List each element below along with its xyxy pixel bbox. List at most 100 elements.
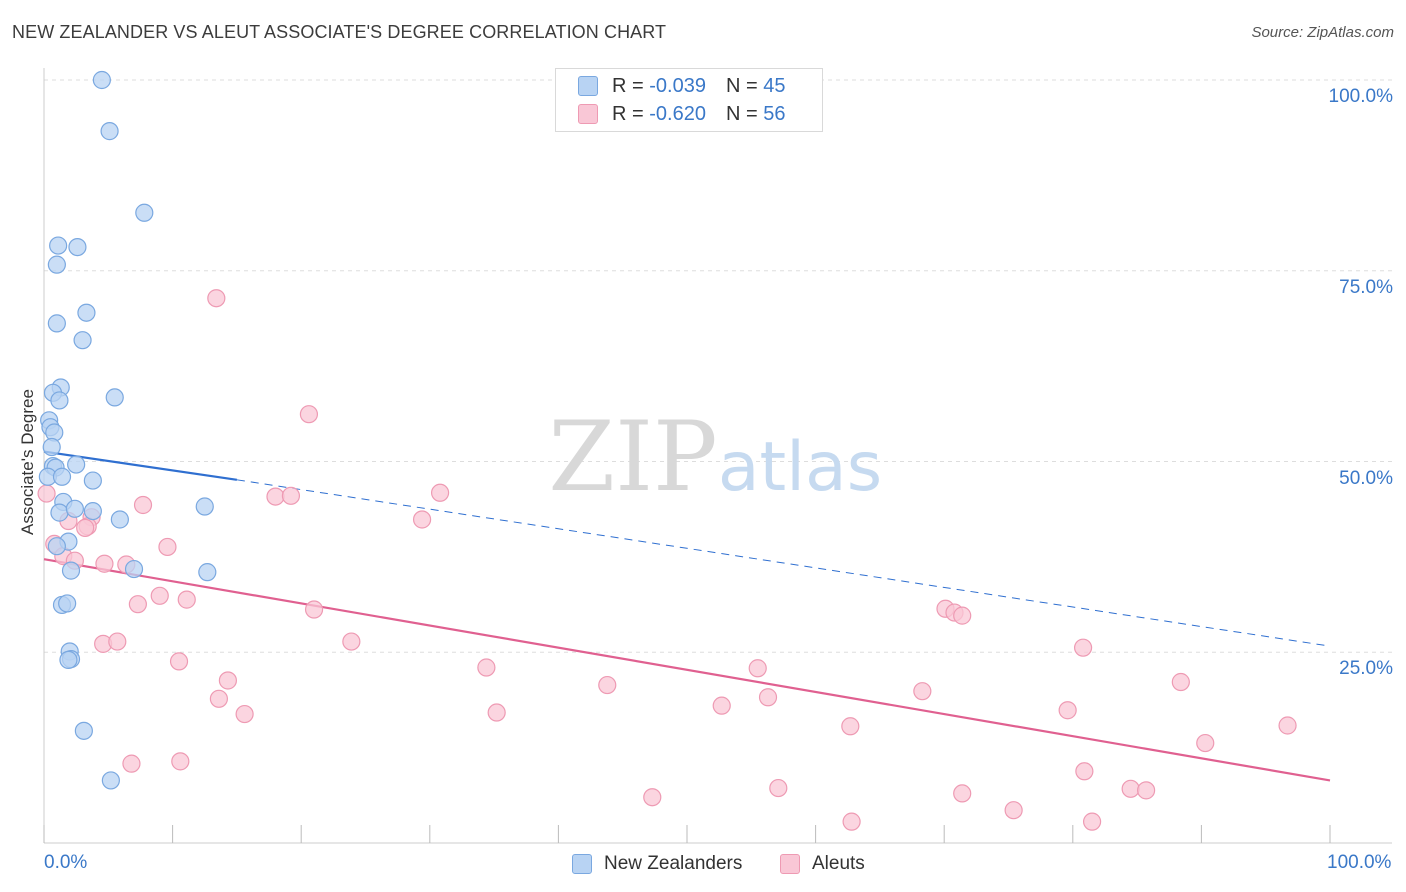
point-aleut [477, 658, 496, 677]
point-new-zealander [65, 499, 84, 518]
point-aleut [842, 812, 861, 831]
point-aleut [841, 717, 860, 736]
legend-r-value: -0.039 [649, 74, 706, 97]
point-new-zealander [52, 467, 72, 486]
legend-row-new-zealanders: R = -0.039 N = 45 [578, 73, 785, 99]
point-new-zealander [73, 331, 92, 350]
y-tick-label: 25.0% [1339, 658, 1393, 680]
legend-r-value: -0.620 [649, 102, 706, 125]
chart-title: NEW ZEALANDER VS ALEUT ASSOCIATE'S DEGRE… [12, 22, 667, 42]
watermark-zip: ZIP [548, 401, 717, 513]
point-new-zealander [100, 122, 119, 141]
bottom-legend-swatch-pink [780, 854, 800, 874]
trend-line-new-zealanders-extension [236, 479, 1331, 647]
legend-n-value: 56 [763, 102, 786, 125]
point-aleut [177, 590, 196, 609]
point-new-zealander [50, 391, 69, 410]
point-new-zealander [59, 650, 78, 669]
data-points [37, 70, 1297, 831]
y-tick-label: 75.0% [1339, 276, 1393, 298]
point-new-zealander [42, 437, 61, 457]
point-aleut [133, 495, 153, 515]
point-aleut [769, 778, 788, 798]
legend-n-label: N = [725, 74, 758, 97]
point-new-zealander [135, 203, 154, 222]
point-new-zealander [105, 388, 124, 407]
point-aleut [1058, 701, 1077, 720]
point-new-zealander [198, 563, 217, 582]
point-new-zealander [83, 501, 102, 521]
watermark-atlas: atlas [718, 428, 882, 507]
legend-row-aleuts: R = -0.620 N = 56 [578, 101, 785, 127]
point-aleut [758, 688, 778, 707]
bottom-legend-swatch-blue [572, 854, 592, 874]
point-new-zealander [77, 303, 96, 322]
point-aleut [235, 704, 254, 724]
point-aleut [122, 754, 141, 773]
point-aleut [598, 675, 617, 695]
point-new-zealander [47, 255, 66, 274]
bottom-legend-label: Aleuts [812, 853, 865, 874]
point-new-zealander [101, 771, 120, 790]
point-aleut [1075, 762, 1094, 781]
point-aleut [207, 289, 226, 308]
point-aleut [128, 595, 147, 614]
point-aleut [1196, 733, 1215, 753]
legend-swatch-pink [578, 104, 598, 124]
source-credit: Source: ZipAtlas.com [1251, 24, 1394, 41]
point-aleut [218, 671, 237, 690]
point-new-zealander [49, 236, 68, 255]
legend-r-label: R = [612, 102, 644, 125]
point-aleut [487, 703, 506, 722]
point-aleut [150, 586, 169, 605]
point-aleut [953, 606, 972, 625]
y-tick-label: 100.0% [1328, 86, 1393, 107]
point-aleut [1004, 801, 1023, 820]
point-aleut [1073, 638, 1093, 657]
point-aleut [158, 537, 177, 557]
point-aleut [76, 518, 95, 537]
legend-n-label: N = [725, 102, 758, 125]
x-tick-label-min: 0.0% [44, 852, 88, 873]
point-new-zealander [67, 455, 86, 474]
trend-line-aleuts [43, 558, 1331, 782]
point-aleut [953, 784, 972, 803]
point-aleut [209, 689, 228, 708]
point-aleut [342, 632, 361, 651]
point-aleut [95, 554, 114, 573]
point-new-zealander [47, 314, 66, 333]
gridlines [44, 79, 1392, 653]
point-aleut [643, 788, 662, 807]
point-new-zealander [47, 537, 66, 556]
legend-n-value: 45 [763, 74, 786, 97]
point-new-zealander [61, 561, 81, 580]
point-new-zealander [195, 497, 214, 516]
point-new-zealander [110, 510, 129, 529]
legend-swatch-blue [578, 76, 598, 96]
point-new-zealander [124, 559, 144, 579]
point-new-zealander [68, 237, 87, 257]
point-aleut [412, 510, 432, 529]
point-aleut [430, 483, 450, 502]
point-aleut [266, 487, 285, 506]
bottom-legend-aleuts: Aleuts [780, 852, 865, 876]
point-aleut [108, 632, 127, 651]
point-new-zealander [92, 70, 111, 90]
point-aleut [1171, 672, 1190, 692]
bottom-legend-label: New Zealanders [604, 853, 743, 874]
axes [43, 68, 1392, 844]
bottom-legend-new-zealanders: New Zealanders [572, 852, 742, 876]
legend-r-label: R = [612, 74, 644, 97]
point-aleut [1278, 716, 1297, 735]
point-aleut [1121, 779, 1140, 798]
point-new-zealander [74, 721, 93, 740]
point-aleut [37, 484, 56, 503]
point-aleut [281, 486, 301, 505]
point-aleut [712, 696, 731, 715]
point-aleut [304, 600, 324, 619]
point-aleut [1137, 781, 1156, 800]
point-aleut [171, 752, 190, 771]
point-aleut [169, 652, 189, 671]
x-tick-label-max: 100.0% [1327, 852, 1392, 873]
